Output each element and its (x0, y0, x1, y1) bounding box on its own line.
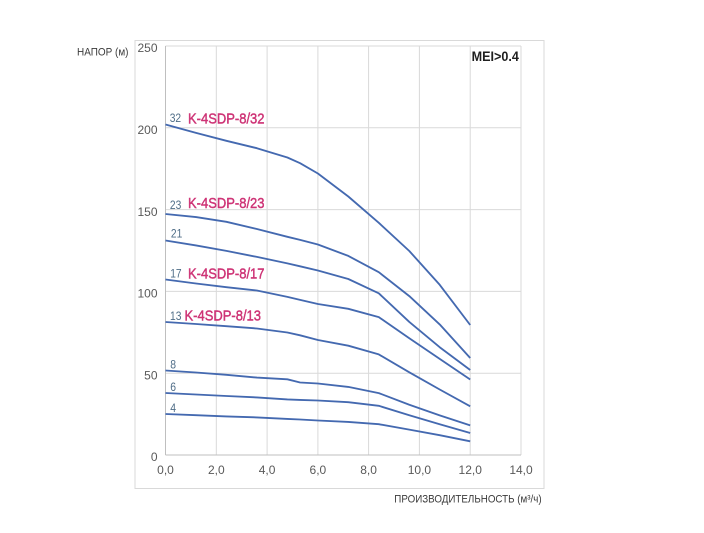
svg-text:2,0: 2,0 (208, 463, 225, 477)
svg-text:0: 0 (151, 450, 158, 464)
svg-text:K-4SDP-8/23: K-4SDP-8/23 (188, 195, 265, 212)
svg-text:13: 13 (170, 309, 182, 323)
svg-text:4: 4 (170, 401, 176, 415)
svg-text:6: 6 (170, 380, 176, 394)
svg-text:14,0: 14,0 (509, 463, 533, 477)
svg-text:4,0: 4,0 (259, 463, 276, 477)
svg-text:8: 8 (170, 357, 176, 371)
svg-text:250: 250 (137, 41, 157, 55)
svg-text:12,0: 12,0 (459, 463, 483, 477)
svg-text:6,0: 6,0 (310, 463, 327, 477)
svg-text:MEI>0.4: MEI>0.4 (472, 49, 520, 64)
svg-text:50: 50 (144, 368, 158, 382)
svg-text:ПРОИЗВОДИТЕЛЬНОСТЬ (м³/ч): ПРОИЗВОДИТЕЛЬНОСТЬ (м³/ч) (394, 494, 541, 506)
svg-text:17: 17 (170, 266, 182, 280)
svg-text:НАПОР (м): НАПОР (м) (77, 46, 129, 58)
svg-text:200: 200 (137, 123, 157, 137)
svg-text:0,0: 0,0 (157, 463, 174, 477)
svg-text:150: 150 (137, 205, 157, 219)
svg-text:23: 23 (170, 198, 182, 212)
svg-text:K-4SDP-8/17: K-4SDP-8/17 (188, 265, 265, 282)
svg-text:21: 21 (171, 226, 183, 240)
svg-text:100: 100 (137, 287, 157, 301)
svg-text:32: 32 (170, 111, 182, 125)
svg-text:K-4SDP-8/13: K-4SDP-8/13 (185, 307, 262, 324)
svg-text:K-4SDP-8/32: K-4SDP-8/32 (188, 111, 265, 128)
svg-text:10,0: 10,0 (408, 463, 432, 477)
svg-text:8,0: 8,0 (360, 463, 377, 477)
